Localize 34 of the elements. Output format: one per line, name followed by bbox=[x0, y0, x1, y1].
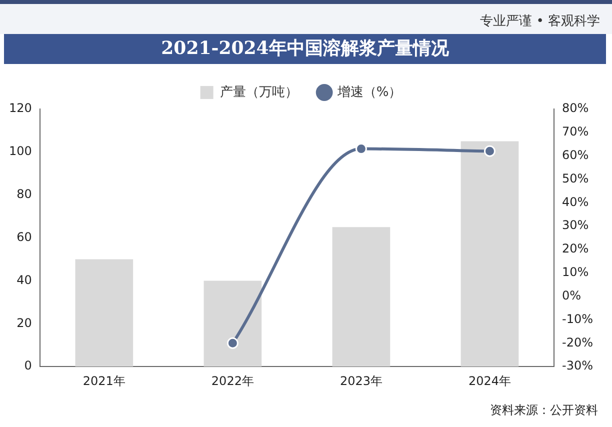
bar bbox=[75, 259, 134, 367]
y-tick-label: 60 bbox=[16, 230, 32, 244]
bar bbox=[460, 141, 519, 367]
point bbox=[226, 337, 238, 349]
y2-tick-label: 0% bbox=[562, 288, 582, 302]
y2-tick-label: 10% bbox=[562, 265, 589, 280]
y-tick-label: 80 bbox=[16, 186, 32, 201]
chart-title: 2021-2024年中国溶解浆产量情况 bbox=[4, 34, 606, 64]
text: 专业严谨 • 客观科学 bbox=[480, 13, 600, 30]
y2-tick-label: 60% bbox=[562, 148, 589, 162]
bar bbox=[332, 227, 390, 367]
y2-tick-label: 50% bbox=[562, 171, 589, 186]
text: 资料来源：公开资料 bbox=[490, 402, 598, 419]
y-tick-label: 120 bbox=[9, 101, 32, 116]
x-tick-label: 2024年 bbox=[468, 374, 512, 388]
x-tick-label: 2021年 bbox=[82, 374, 126, 388]
y2-tick-label: 20% bbox=[562, 242, 589, 256]
y2-tick-label: -20% bbox=[562, 335, 594, 350]
y2-tick-label: -30% bbox=[562, 358, 594, 373]
x-tick-label: 2022年 bbox=[211, 374, 254, 388]
bar bbox=[204, 280, 262, 367]
y2-tick-label: 40% bbox=[562, 194, 589, 209]
y-tick-label: 40 bbox=[16, 272, 32, 287]
y-tick-label: 20 bbox=[16, 316, 32, 330]
x-tick-label: 2023年 bbox=[340, 374, 382, 388]
point bbox=[484, 145, 496, 157]
legend-label: 产量（万吨） bbox=[220, 84, 298, 100]
y2-tick-label: 30% bbox=[562, 218, 589, 232]
y-tick-label: 0 bbox=[24, 358, 32, 373]
y2-tick-label: 70% bbox=[562, 124, 589, 139]
y2-tick-label: 80% bbox=[562, 101, 589, 116]
y-tick-label: 100 bbox=[9, 144, 32, 158]
y2-tick-label: -10% bbox=[562, 312, 594, 326]
legend-label: 增速（%） bbox=[336, 84, 402, 100]
